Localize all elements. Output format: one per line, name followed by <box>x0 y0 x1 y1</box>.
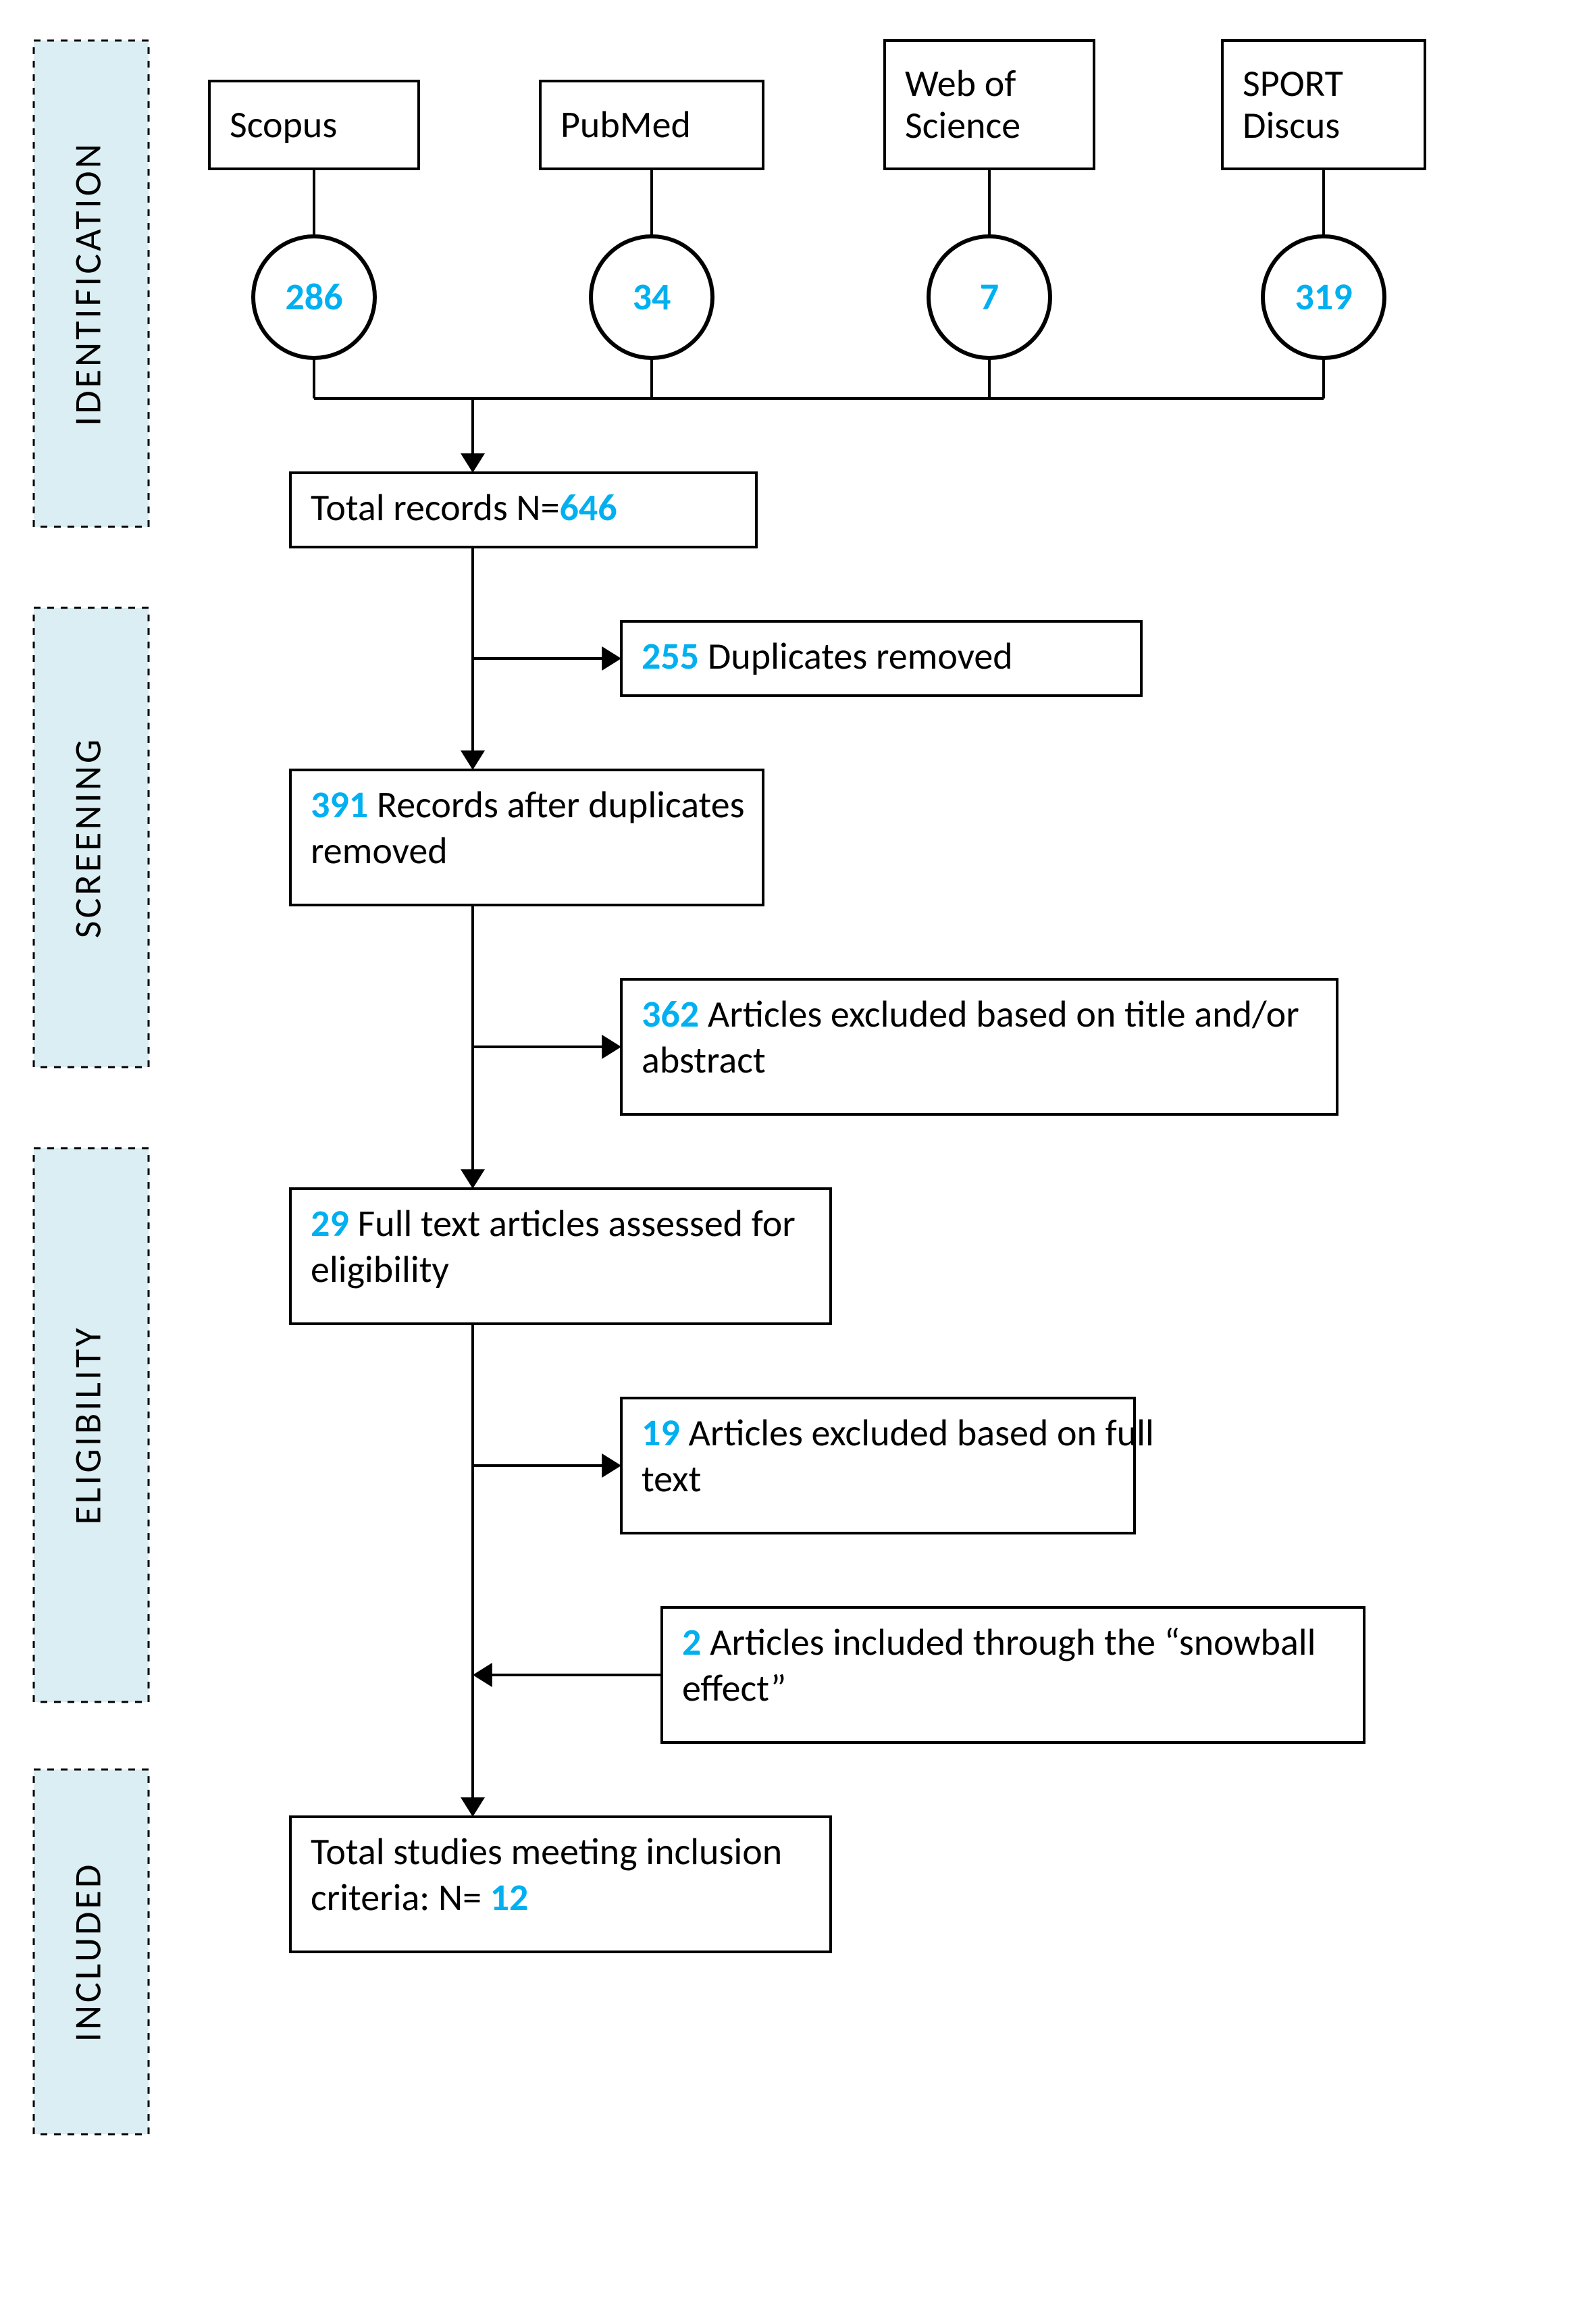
db-sport-count: 319 <box>1295 274 1352 320</box>
duplicates-removed-text: 255 Duplicates removed <box>642 634 1013 679</box>
db-scopus-label: Scopus <box>230 102 337 148</box>
total-records-text: Total records N=646 <box>311 485 617 531</box>
db-sport-label: SPORT <box>1243 61 1343 107</box>
db-sport-label: Discus <box>1243 103 1340 149</box>
db-pubmed-label: PubMed <box>561 102 691 148</box>
phase-label-eligibility: ELIGIBILITY <box>65 1325 111 1524</box>
phase-label-included: INCLUDED <box>65 1862 111 2042</box>
db-pubmed-count: 34 <box>633 274 671 320</box>
db-scopus-count: 286 <box>285 274 342 320</box>
phase-label-identification: IDENTIFICATION <box>65 141 111 426</box>
db-wos-label: Web of <box>905 61 1016 107</box>
phase-label-screening: SCREENING <box>65 737 111 938</box>
db-wos-count: 7 <box>980 274 999 320</box>
db-wos-label: Science <box>905 103 1020 149</box>
